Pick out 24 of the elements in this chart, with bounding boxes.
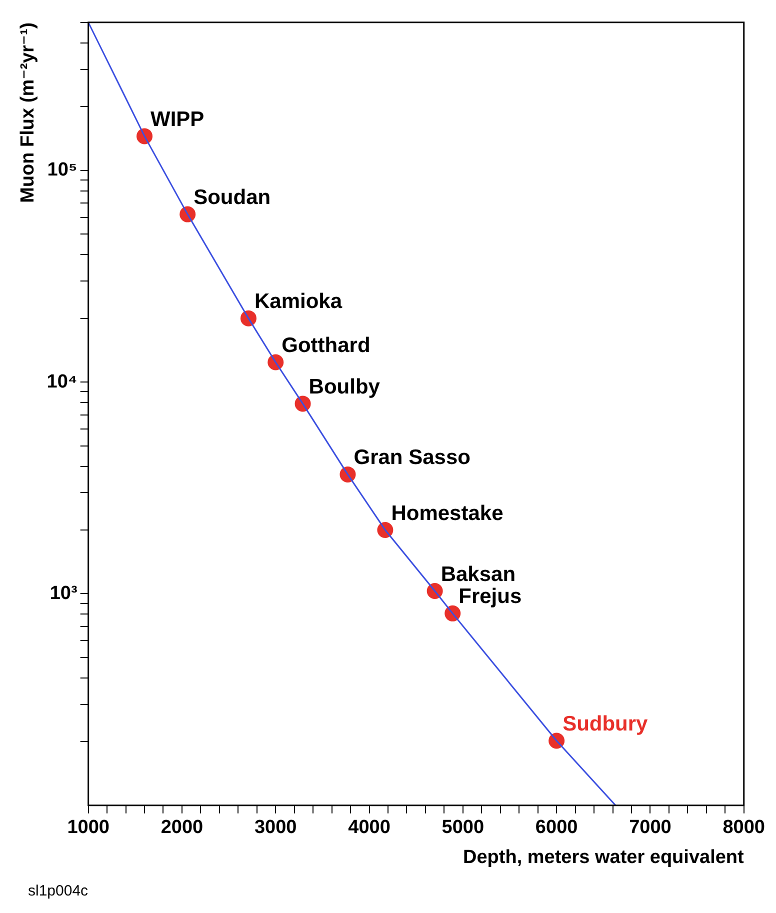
y-tick-label: 10³ xyxy=(50,582,78,604)
annotation: WIPP xyxy=(150,108,204,131)
annotation: Kamioka xyxy=(254,290,342,314)
annotation: Homestake xyxy=(391,502,504,525)
annotation: Soudan xyxy=(194,186,271,210)
annotation: Baksan xyxy=(440,562,516,586)
x-tick-label: 6000 xyxy=(535,817,578,838)
annotation: Frejus xyxy=(458,585,522,608)
y-tick-label: 10⁵ xyxy=(47,160,78,181)
x-tick-label: 5000 xyxy=(442,817,484,838)
x-tick-label: 8000 xyxy=(722,817,766,838)
y-axis-title: Muon Flux (m⁻²yr⁻¹) xyxy=(18,22,39,203)
annotation: Gotthard xyxy=(282,334,370,358)
x-axis-title: Depth, meters water equivalent xyxy=(462,846,745,868)
y-tick-label: 10⁴ xyxy=(46,371,78,392)
annotation: Boulby xyxy=(308,376,380,399)
x-tick-label: 3000 xyxy=(254,817,297,838)
series-label: Sudbury xyxy=(562,712,648,736)
annotation: Gran Sasso xyxy=(354,446,470,470)
x-tick-label: 1000 xyxy=(67,817,110,838)
text: sl1p004c xyxy=(28,882,89,900)
x-tick-label: 4000 xyxy=(348,817,390,838)
x-tick-label: 2000 xyxy=(160,817,204,838)
x-tick-label: 7000 xyxy=(629,817,672,838)
